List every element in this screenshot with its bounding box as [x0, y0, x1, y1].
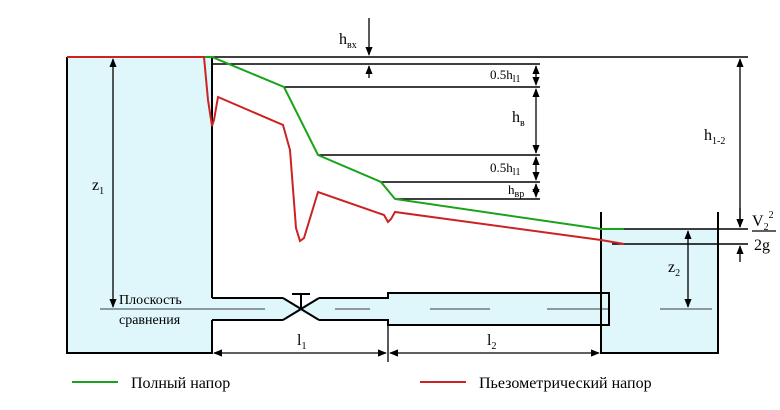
left-tank-water	[67, 57, 212, 353]
l2-label: l2	[487, 332, 496, 352]
reference-lines	[212, 56, 748, 245]
comparison-plane-label-2: сравнения	[119, 313, 181, 328]
z2-label: z2	[668, 259, 680, 279]
half-hl-top-label: 0.5hl1	[490, 67, 521, 85]
svg-text:2g: 2g	[754, 237, 770, 254]
h-12-label: h1-2	[704, 127, 725, 147]
z1-label: z1	[92, 177, 104, 197]
legend-piezo-label: Пьезометрический напор	[479, 375, 652, 392]
right-tank-walls	[600, 212, 719, 354]
velocity-head-label: V22 2g	[752, 210, 776, 254]
l1-label: l1	[297, 332, 306, 352]
half-hl-bottom-label: 0.5hl1	[490, 160, 521, 178]
piezometric-head-line	[67, 56, 625, 245]
total-head-line	[67, 56, 624, 230]
legend: Полный напор Пьезометрический напор	[72, 375, 652, 392]
left-tank-walls	[66, 57, 213, 354]
tanks	[66, 57, 719, 354]
comparison-plane-label-1: Плоскость	[119, 293, 182, 308]
h-v-label: hв	[512, 109, 525, 129]
dimension-arrows	[109, 18, 744, 362]
legend-total-label: Полный напор	[131, 375, 230, 392]
h-vr-label: hвр	[508, 182, 524, 200]
right-tank-water	[601, 229, 718, 353]
h-vx-label: hвх	[339, 31, 357, 51]
svg-text:V22: V22	[752, 210, 774, 233]
